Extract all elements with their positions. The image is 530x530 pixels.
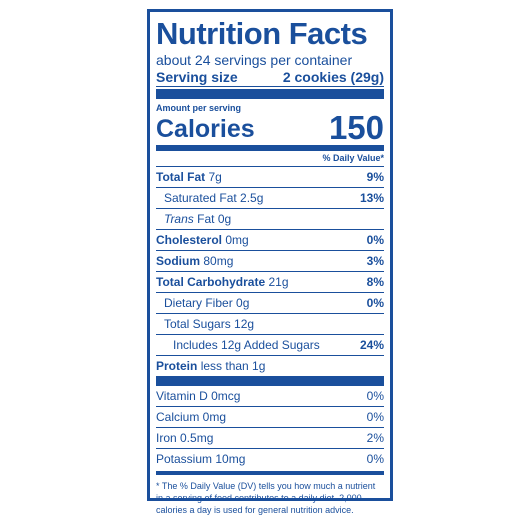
nutrient-name: Total Fat <box>156 170 206 184</box>
vitamin-row-calcium: Calcium 0mg 0% <box>156 406 384 427</box>
footnote: * The % Daily Value (DV) tells you how m… <box>156 471 384 516</box>
nutrient-dv: 24% <box>359 338 384 352</box>
nutrient-amount: 21g <box>268 275 289 289</box>
nutrition-facts-label: Nutrition Facts about 24 servings per co… <box>147 9 393 515</box>
nutrient-name: Total Sugars 12g <box>164 317 255 331</box>
nutrient-dv: 13% <box>359 191 384 205</box>
vitamin-name: Iron 0.5mg <box>156 431 214 445</box>
nutrient-name: Saturated Fat 2.5g <box>164 191 264 205</box>
nutrient-row-total-sugars: Total Sugars 12g <box>156 313 384 334</box>
vitamin-dv: 0% <box>366 452 384 466</box>
nutrient-name: Includes 12g Added Sugars <box>173 338 320 352</box>
nutrient-row-total-carbohydrate: Total Carbohydrate 21g 8% <box>156 271 384 292</box>
nutrient-row-trans-fat: Trans Fat 0g <box>156 208 384 229</box>
nutrient-row-sodium: Sodium 80mg 3% <box>156 250 384 271</box>
nutrient-amount: 7g <box>208 170 222 184</box>
nutrient-name: Sodium <box>156 254 200 268</box>
serving-size-label: Serving size <box>156 69 238 85</box>
vitamin-name: Potassium 10mg <box>156 452 246 466</box>
nutrient-dv: 8% <box>366 275 384 289</box>
nutrient-name: Dietary Fiber 0g <box>164 296 250 310</box>
nutrient-dv: 0% <box>366 296 384 310</box>
medium-divider <box>156 145 384 151</box>
vitamin-row-iron: Iron 0.5mg 2% <box>156 427 384 448</box>
nutrient-row-added-sugars: Includes 12g Added Sugars 24% <box>156 334 384 355</box>
thick-divider-vitamins <box>156 376 384 386</box>
nutrient-dv: 0% <box>366 233 384 247</box>
nutrient-name: Protein <box>156 359 198 373</box>
vitamin-row-potassium: Potassium 10mg 0% <box>156 448 384 469</box>
nutrient-row-dietary-fiber: Dietary Fiber 0g 0% <box>156 292 384 313</box>
servings-per-container: about 24 servings per container <box>156 52 353 68</box>
nutrient-row-cholesterol: Cholesterol 0mg 0% <box>156 229 384 250</box>
calories-row: Calories 150 <box>156 109 384 146</box>
vitamin-name: Vitamin D 0mcg <box>156 389 241 403</box>
nutrient-amount: 80mg <box>203 254 234 268</box>
nutrient-row-protein: Protein less than 1g <box>156 355 384 376</box>
thick-divider <box>156 89 384 99</box>
daily-value-header: % Daily Value* <box>322 153 384 163</box>
vitamin-dv: 0% <box>366 410 384 424</box>
nutrient-name: Total Carbohydrate <box>156 275 266 289</box>
vitamin-dv: 2% <box>366 431 384 445</box>
nutrient-amount: 0mg <box>225 233 249 247</box>
vitamin-row-vitamin-d: Vitamin D 0mcg 0% <box>156 386 384 406</box>
trans-label: Trans <box>164 212 194 226</box>
serving-size-value: 2 cookies (29g) <box>282 69 384 85</box>
nutrient-name: Cholesterol <box>156 233 223 247</box>
vitamin-dv: 0% <box>366 389 384 403</box>
amount-per-serving: Amount per serving <box>156 103 242 113</box>
nutrient-dv: 9% <box>366 170 384 184</box>
nutrient-dv: 3% <box>366 254 384 268</box>
nutrient-name: Fat 0g <box>197 212 232 226</box>
calories-value: 150 <box>328 109 384 146</box>
nutrient-amount: less than 1g <box>200 359 266 373</box>
vitamin-name: Calcium 0mg <box>156 410 227 424</box>
serving-size-row: Serving size 2 cookies (29g) <box>156 69 384 86</box>
servings-section: about 24 servings per container Serving … <box>156 52 384 87</box>
calories-label: Calories <box>156 115 255 143</box>
nutrient-row-total-fat: Total Fat 7g 9% <box>156 166 384 187</box>
nutrient-row-saturated-fat: Saturated Fat 2.5g 13% <box>156 187 384 208</box>
label-title: Nutrition Facts <box>156 16 368 51</box>
